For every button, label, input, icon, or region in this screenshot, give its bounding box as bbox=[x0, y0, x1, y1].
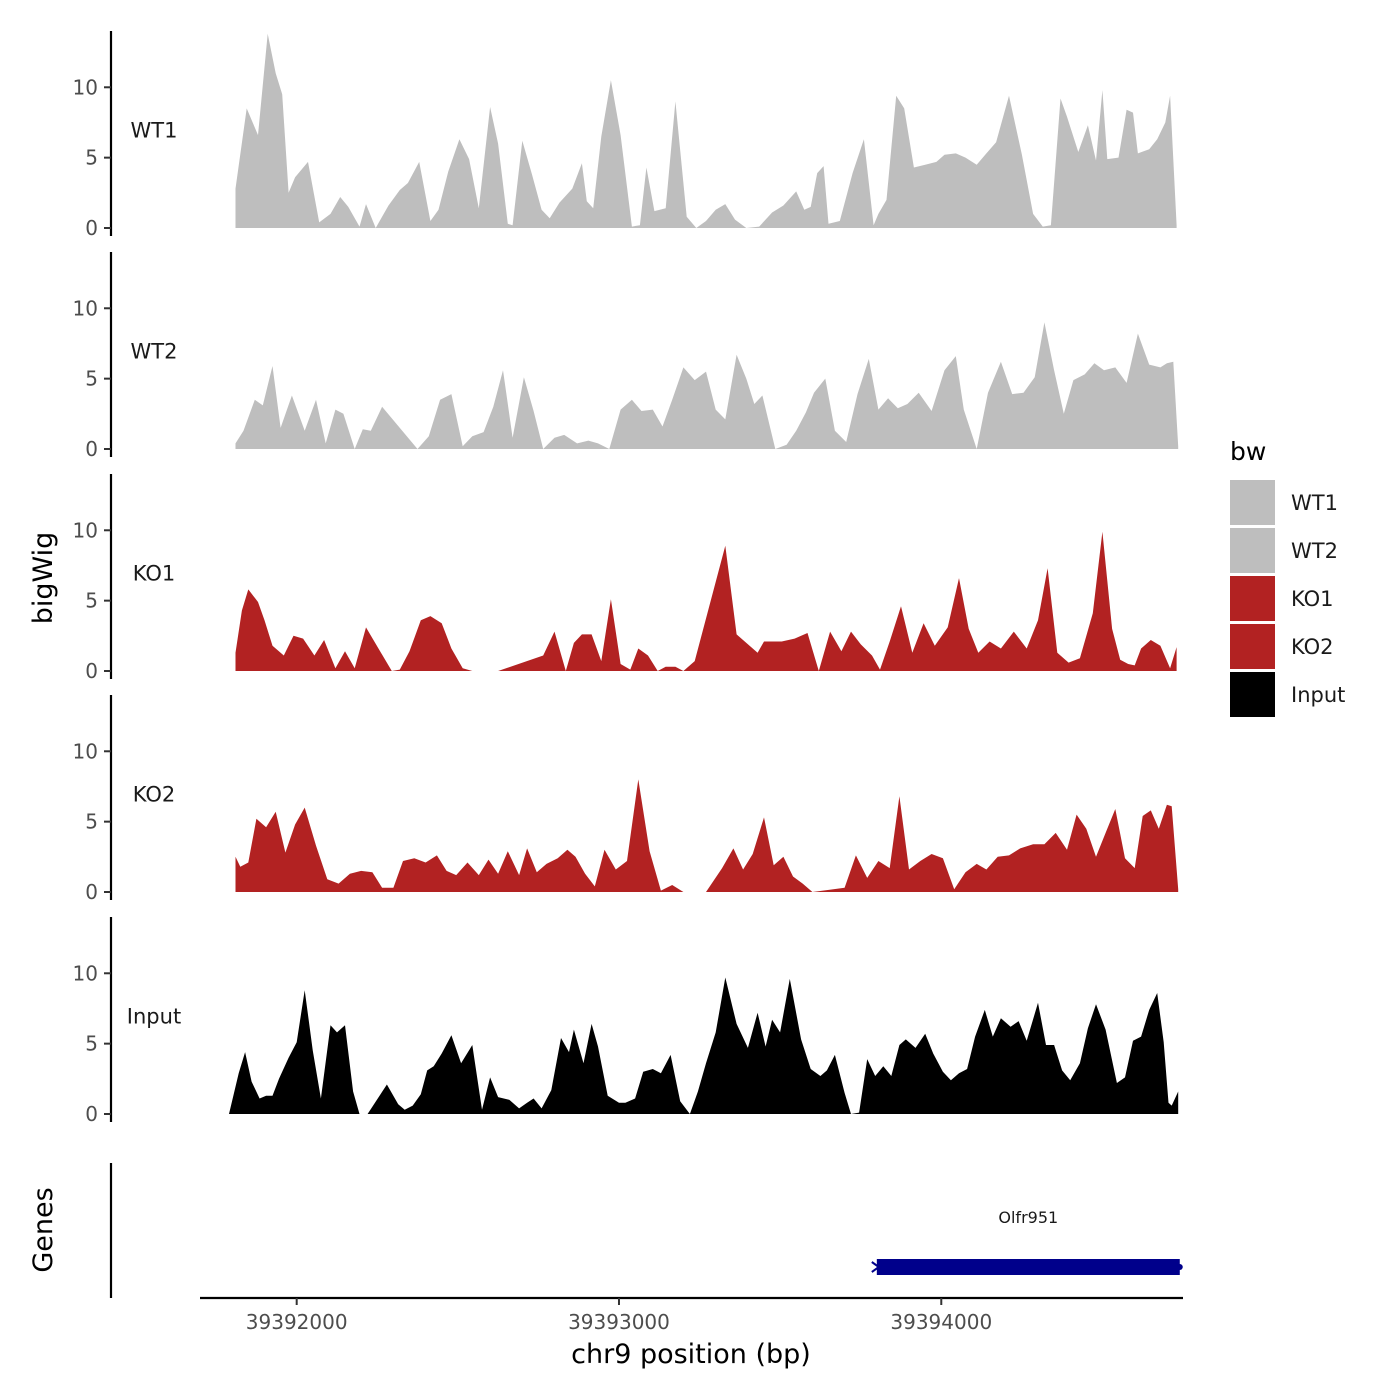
legend-label: Input bbox=[1291, 683, 1345, 707]
y-tick-label: 10 bbox=[73, 75, 98, 99]
legend-label: WT1 bbox=[1291, 491, 1338, 515]
coverage-area-wt2 bbox=[235, 322, 1179, 449]
gene-strand-arrow bbox=[871, 1261, 881, 1273]
legend-label: KO2 bbox=[1291, 635, 1334, 659]
legend-title: bw bbox=[1230, 437, 1266, 466]
legend-swatch bbox=[1230, 576, 1275, 621]
track-label: WT2 bbox=[131, 340, 178, 364]
gene-marks: Olfr951 bbox=[871, 1208, 1183, 1275]
track-label: KO1 bbox=[133, 562, 176, 586]
coverage-area-ko2 bbox=[235, 779, 1179, 892]
legend-swatch bbox=[1230, 672, 1275, 717]
track-wt2: 0 5 10 WT2 bbox=[73, 252, 1179, 461]
legend-item-input: Input bbox=[1230, 672, 1345, 717]
gene-end-marker bbox=[1176, 1264, 1183, 1270]
y-tick-label: 10 bbox=[73, 739, 98, 763]
track-input: 0 5 10 Input bbox=[73, 917, 1179, 1126]
y-tick-label: 10 bbox=[73, 961, 98, 985]
track-label: WT1 bbox=[131, 119, 178, 143]
legend-swatch bbox=[1230, 624, 1275, 669]
track-ko1: 0 5 10 KO1 bbox=[73, 474, 1177, 683]
legend-item-wt2: WT2 bbox=[1230, 528, 1338, 573]
x-axis: 39392000 39393000 39394000 chr9 position (… bbox=[200, 1296, 1183, 1370]
y-tick-label: 5 bbox=[85, 1032, 98, 1056]
y-tick-label: 0 bbox=[85, 437, 98, 461]
gene-axis-title: Genes bbox=[28, 1187, 59, 1272]
gene-body bbox=[876, 1259, 1180, 1275]
x-axis-title: chr9 position (bp) bbox=[571, 1339, 811, 1370]
legend-items: WT1 WT2 KO1 KO2 Input bbox=[1230, 480, 1345, 717]
y-tick-label: 0 bbox=[85, 216, 98, 240]
legend-label: WT2 bbox=[1291, 539, 1338, 563]
track-wt1: 0 5 10 WT1 bbox=[73, 31, 1177, 240]
legend-item-ko2: KO2 bbox=[1230, 624, 1334, 669]
track-panels: 0 5 10 WT1 0 5 10 WT2 0 5 10 KO1 0 5 10 KO2 0 5 10 Input bbox=[73, 31, 1179, 1126]
x-tick-label: 39394000 bbox=[890, 1310, 992, 1334]
x-ticks: 39392000 39393000 39394000 bbox=[246, 1298, 992, 1334]
y-tick-label: 5 bbox=[85, 146, 98, 170]
legend-swatch bbox=[1230, 528, 1275, 573]
x-tick-label: 39392000 bbox=[246, 1310, 348, 1334]
x-tick-label: 39393000 bbox=[568, 1310, 670, 1334]
legend-label: KO1 bbox=[1291, 587, 1334, 611]
coverage-area-input bbox=[229, 977, 1179, 1114]
y-tick-label: 10 bbox=[73, 296, 98, 320]
gene-label: Olfr951 bbox=[998, 1208, 1058, 1227]
legend-item-wt1: WT1 bbox=[1230, 480, 1338, 525]
coverage-area-wt1 bbox=[235, 33, 1177, 228]
y-tick-label: 10 bbox=[73, 518, 98, 542]
y-tick-label: 5 bbox=[85, 367, 98, 391]
track-label: Input bbox=[127, 1005, 181, 1029]
y-tick-label: 5 bbox=[85, 810, 98, 834]
y-tick-label: 0 bbox=[85, 1102, 98, 1126]
legend-swatch bbox=[1230, 480, 1275, 525]
legend-item-ko1: KO1 bbox=[1230, 576, 1334, 621]
legend: bw WT1 WT2 KO1 KO2 Input bbox=[1230, 437, 1345, 717]
y-tick-label: 0 bbox=[85, 659, 98, 683]
track-label: KO2 bbox=[133, 783, 176, 807]
gene-track: Genes Olfr951 bbox=[28, 1163, 1183, 1298]
y-tick-label: 5 bbox=[85, 589, 98, 613]
y-tick-label: 0 bbox=[85, 880, 98, 904]
track-ko2: 0 5 10 KO2 bbox=[73, 695, 1179, 904]
y-axis-title: bigWig bbox=[28, 532, 59, 625]
coverage-area-ko1 bbox=[235, 531, 1177, 671]
